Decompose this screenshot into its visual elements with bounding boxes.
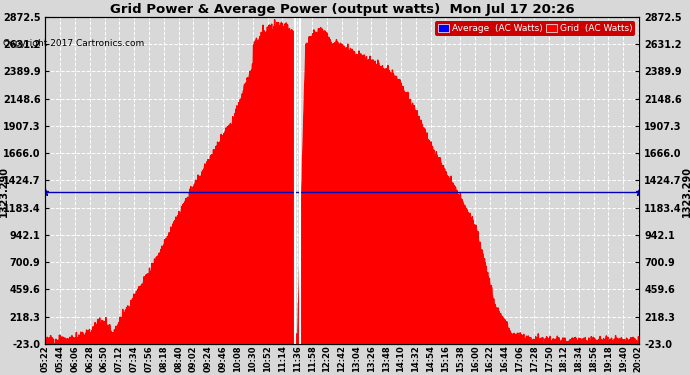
Text: 1323.290: 1323.290 bbox=[0, 166, 9, 218]
Legend: Average  (AC Watts), Grid  (AC Watts): Average (AC Watts), Grid (AC Watts) bbox=[435, 21, 635, 36]
Text: 1323.290: 1323.290 bbox=[682, 166, 690, 218]
Title: Grid Power & Average Power (output watts)  Mon Jul 17 20:26: Grid Power & Average Power (output watts… bbox=[110, 3, 575, 16]
Text: Copyright 2017 Cartronics.com: Copyright 2017 Cartronics.com bbox=[3, 39, 145, 48]
